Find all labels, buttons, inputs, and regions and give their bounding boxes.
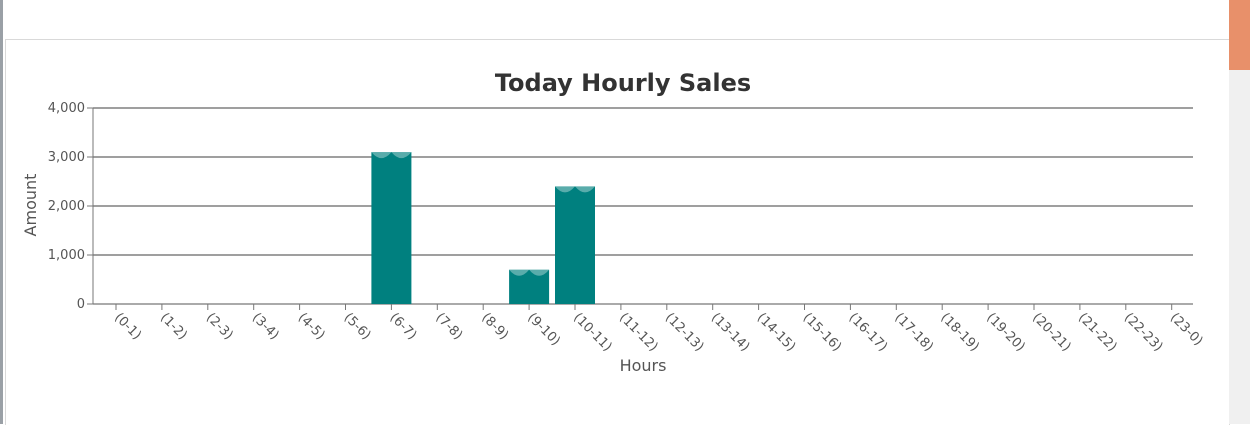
y-tick-label: 1,000 — [48, 248, 85, 263]
x-tick-label: (5-6) — [341, 310, 374, 343]
x-tick-label: (18-19) — [937, 310, 981, 354]
scrollbar-thumb[interactable] — [1229, 0, 1250, 70]
chart-title: Today Hourly Sales — [495, 69, 751, 97]
x-tick-label: (0-1) — [111, 310, 144, 343]
y-axis-label: Amount — [21, 174, 40, 237]
x-tick-label: (7-8) — [432, 310, 465, 343]
hourly-sales-chart: Today Hourly Sales 0 1,000 2,000 3,000 4,000… — [6, 40, 1229, 425]
chart-panel: Today Hourly Sales 0 1,000 2,000 3,000 4,000… — [5, 39, 1230, 425]
x-tick-label: (2-3) — [203, 310, 236, 343]
x-tick-label: (14-15) — [754, 310, 798, 354]
x-axis-label: Hours — [620, 356, 667, 375]
x-tick-label: (22-23) — [1121, 310, 1165, 354]
x-tick-label: (17-18) — [891, 310, 935, 354]
x-tick-label: (16-17) — [846, 310, 890, 354]
x-tick-label: (8-9) — [478, 310, 511, 343]
y-tick-label: 0 — [77, 297, 85, 312]
x-tick-label: (20-21) — [1029, 310, 1073, 354]
y-tick-label: 3,000 — [48, 150, 85, 165]
x-tick-label: (12-13) — [662, 310, 706, 354]
x-tick-label: (3-4) — [249, 310, 282, 343]
x-tick-label: (15-16) — [800, 310, 844, 354]
x-tick-label: (10-11) — [570, 310, 614, 354]
x-tick-label: (23-0) — [1167, 310, 1206, 349]
x-tick-label: (9-10) — [524, 310, 563, 349]
x-tick-label: (11-12) — [616, 310, 660, 354]
x-tick-label: (1-2) — [157, 310, 190, 343]
x-tick-label: (13-14) — [708, 310, 752, 354]
x-tick-label: (21-22) — [1075, 310, 1119, 354]
bar[interactable] — [371, 152, 411, 304]
window-left-edge — [0, 0, 3, 424]
y-tick-label: 4,000 — [48, 101, 85, 116]
x-tick-label: (19-20) — [983, 310, 1027, 354]
y-tick-label: 2,000 — [48, 199, 85, 214]
x-tick-label: (6-7) — [387, 310, 420, 343]
bar[interactable] — [555, 186, 595, 304]
bar[interactable] — [509, 270, 549, 304]
x-tick-label: (4-5) — [295, 310, 328, 343]
vertical-scrollbar[interactable] — [1229, 0, 1250, 424]
